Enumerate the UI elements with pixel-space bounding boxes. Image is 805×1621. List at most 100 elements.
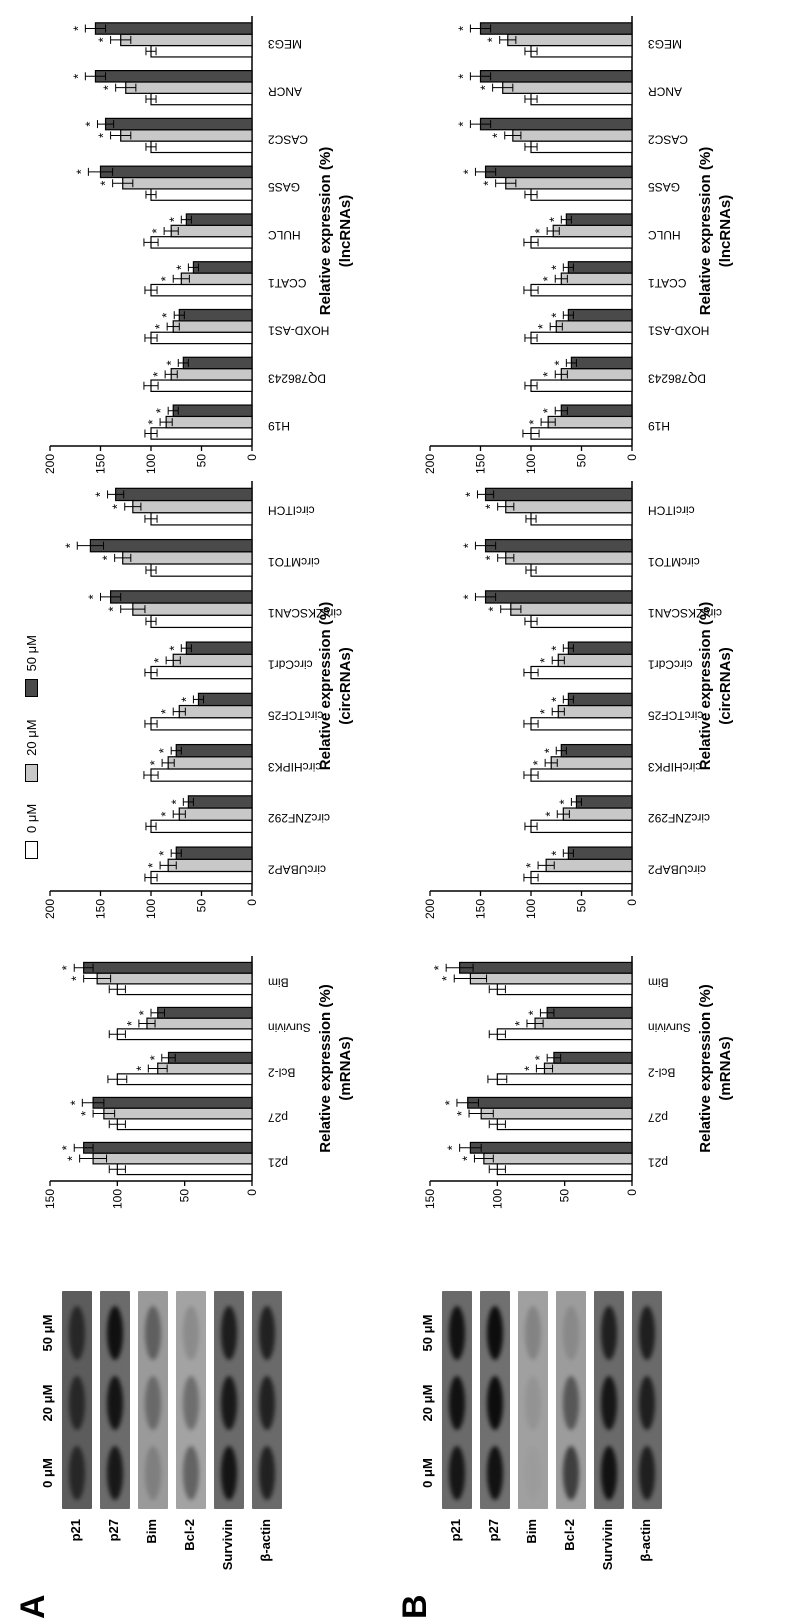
bar <box>116 983 253 996</box>
y-tick-label: 100 <box>524 454 538 474</box>
bar <box>172 404 253 418</box>
blot-band <box>145 1376 161 1430</box>
bar <box>483 1152 633 1165</box>
y-tick-label: 100 <box>524 899 538 919</box>
bar <box>545 858 633 873</box>
y-axis-subtitle: (lncRNAs) <box>717 195 734 268</box>
blot-band <box>563 1306 579 1360</box>
x-category-label: p21 <box>268 1156 288 1170</box>
y-axis-subtitle: (mRNAs) <box>717 1036 734 1100</box>
significance-marker: * <box>59 965 74 970</box>
y-axis-subtitle: (lncRNAs) <box>337 195 354 268</box>
significance-marker: * <box>556 799 571 804</box>
bar <box>83 1141 253 1154</box>
blot-strip <box>214 1291 244 1509</box>
bar <box>560 743 633 758</box>
significance-marker: * <box>478 85 493 90</box>
bar <box>192 261 253 274</box>
legend-label: 20 μM <box>24 719 39 756</box>
blot-lane-label: 0 μM <box>420 1458 435 1488</box>
x-category-label: circZNF292 <box>268 811 330 825</box>
bar <box>178 704 253 719</box>
y-tick-label: 50 <box>178 1189 192 1203</box>
bar <box>575 795 633 809</box>
bar <box>560 368 633 381</box>
blot-row-label: Bcl-2 <box>182 1519 197 1551</box>
y-tick-label: 200 <box>423 454 437 474</box>
x-category-label: Bim <box>648 976 669 990</box>
bar <box>185 641 253 655</box>
bar <box>170 368 253 381</box>
bar <box>146 1017 253 1030</box>
x-category-label: circMTO1 <box>268 555 320 569</box>
bar <box>530 717 633 731</box>
blot-band <box>525 1446 541 1500</box>
x-category-label: CCAT1 <box>648 276 687 290</box>
blot-band <box>601 1376 617 1430</box>
blot-band <box>69 1446 85 1500</box>
x-category-label: CASC2 <box>268 132 308 146</box>
blot-band <box>601 1446 617 1500</box>
x-category-label: p27 <box>268 1111 288 1125</box>
bar <box>197 692 253 707</box>
significance-marker: * <box>455 26 470 31</box>
bar <box>469 1141 633 1154</box>
y-tick-label: 150 <box>94 454 108 474</box>
bar <box>94 70 253 83</box>
bar <box>116 1073 253 1086</box>
significance-marker: * <box>156 851 171 856</box>
blot-band <box>183 1306 199 1360</box>
bar <box>150 427 253 440</box>
blot-strip <box>252 1291 282 1509</box>
significance-marker: * <box>540 276 555 281</box>
bar <box>555 320 633 333</box>
x-category-label: ANCR <box>648 85 682 99</box>
bar <box>150 283 253 297</box>
blot-band <box>259 1446 275 1500</box>
bar-chart-b-mrna: 0 50 100 150 * * * * * * * * * * p21 p27 Bcl-2 Survivin Bi… <box>423 956 734 1209</box>
bar-chart-b-circrna: 0 50 100 150 200 * * * * * * * * * * * * * * * * circUBAP2 cir… <box>423 481 734 919</box>
bar <box>510 602 633 616</box>
significance-marker: * <box>145 420 160 425</box>
bar <box>167 1051 253 1064</box>
x-category-label: circITCH <box>648 504 695 518</box>
significance-marker: * <box>152 324 167 329</box>
blot-row-label: β-actin <box>258 1519 273 1562</box>
significance-marker: * <box>158 812 173 817</box>
significance-marker: * <box>530 760 545 765</box>
significance-marker: * <box>166 646 181 651</box>
x-category-label: GAS5 <box>648 180 680 194</box>
blot-band <box>563 1446 579 1500</box>
significance-marker: * <box>548 313 563 318</box>
bar <box>132 499 253 514</box>
significance-marker: * <box>460 594 475 599</box>
significance-marker: * <box>460 169 475 174</box>
blot-row-label: Bim <box>144 1519 159 1544</box>
blot-strip <box>138 1291 168 1509</box>
bar <box>89 538 253 553</box>
blot-band <box>69 1306 85 1360</box>
significance-marker: * <box>100 555 115 560</box>
bar <box>505 499 633 514</box>
bar <box>116 1118 253 1131</box>
blot-row-label: Bcl-2 <box>562 1519 577 1551</box>
x-category-label: p21 <box>648 1156 668 1170</box>
bar <box>557 704 633 719</box>
bar <box>96 972 253 985</box>
legend: 0 μM 20 μM 50 μM <box>24 635 39 859</box>
blot-lane-label: 50 μM <box>40 1314 55 1352</box>
blot-band <box>221 1446 237 1500</box>
significance-marker: * <box>546 217 561 222</box>
y-axis-title: Relative expression (%) <box>317 984 334 1152</box>
y-axis-subtitle: (circRNAs) <box>337 647 354 725</box>
bar <box>150 819 253 834</box>
blot-band <box>601 1306 617 1360</box>
blot-row-label: p21 <box>448 1519 463 1542</box>
bar <box>550 756 633 770</box>
bar <box>122 551 253 565</box>
bar <box>567 641 633 655</box>
blot-strip <box>556 1291 586 1509</box>
bar <box>170 224 253 238</box>
bar <box>150 140 253 154</box>
significance-marker: * <box>512 1021 527 1026</box>
